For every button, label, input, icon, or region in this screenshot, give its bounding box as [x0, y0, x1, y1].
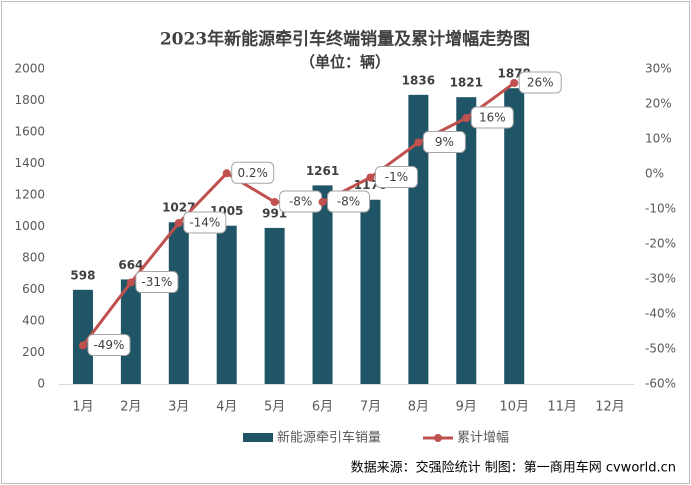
line-marker: [126, 278, 135, 287]
y2-tick-label: -50%: [645, 342, 676, 356]
x-tick-label: 5月: [264, 400, 285, 415]
bar-value-label: 1261: [306, 164, 339, 178]
x-tick-label: 12月: [595, 400, 625, 415]
line-label-box: [422, 131, 466, 153]
y-tick-label: 1600: [14, 125, 45, 139]
y-tick-label: 1200: [14, 188, 45, 202]
y-tick-label: 800: [22, 251, 45, 265]
line-label-box: [374, 166, 418, 188]
y2-tick-label: -20%: [645, 237, 676, 251]
x-tick-label: 8月: [408, 400, 429, 415]
line-marker: [318, 198, 327, 206]
y2-tick-label: -60%: [645, 377, 676, 391]
line-value-label: -8%: [337, 195, 360, 209]
x-tick-label: 10月: [499, 400, 529, 415]
line-marker: [510, 79, 519, 87]
line-label-box: [327, 190, 371, 213]
bar: [216, 225, 237, 384]
y-tick-label: 1800: [14, 93, 45, 107]
line-value-label: 9%: [435, 135, 454, 149]
line-marker: [270, 198, 279, 206]
y-tick-label: 600: [22, 282, 45, 296]
line-value-label: -8%: [289, 195, 312, 209]
y-tick-label: 2000: [14, 62, 45, 76]
x-tick-label: 2月: [120, 400, 141, 415]
bar: [72, 289, 93, 384]
bar: [504, 88, 525, 384]
legend-swatch-marker: [434, 434, 442, 442]
line-value-label: 26%: [527, 76, 554, 90]
y2-tick-label: 10%: [645, 132, 672, 146]
y2-tick-label: -40%: [645, 307, 676, 321]
line-marker: [174, 219, 183, 227]
line-marker: [366, 173, 375, 182]
y-tick-label: 1400: [14, 156, 45, 170]
x-tick-label: 11月: [547, 400, 577, 415]
x-tick-label: 9月: [456, 400, 477, 415]
bar: [120, 279, 141, 384]
y-tick-label: 200: [22, 345, 45, 359]
bar: [312, 185, 333, 384]
line-value-label: -49%: [93, 338, 124, 352]
y-tick-label: 1000: [14, 219, 45, 233]
bar: [168, 222, 189, 384]
y2-tick-label: -30%: [645, 272, 676, 286]
y2-tick-label: -10%: [645, 202, 676, 216]
line-label-box: [183, 211, 227, 234]
x-tick-label: 1月: [72, 400, 93, 415]
x-tick-label: 4月: [216, 400, 237, 415]
line-marker: [414, 138, 423, 147]
line-value-label: 16%: [479, 111, 506, 125]
bar-value-label: 1027: [162, 201, 195, 215]
legend-swatch: [243, 433, 273, 442]
line-label-box: [87, 334, 131, 356]
line-marker: [462, 114, 471, 122]
line-marker: [222, 169, 231, 178]
line-label-box: [518, 71, 562, 94]
bar: [360, 199, 381, 384]
y2-tick-label: 0%: [645, 167, 664, 181]
y2-tick-label: 20%: [645, 97, 672, 111]
bar: [264, 227, 285, 384]
x-tick-label: 6月: [312, 400, 333, 415]
line-value-label: 0.2%: [237, 166, 268, 180]
bar-value-label: 664: [118, 258, 143, 272]
line-label-box: [231, 161, 275, 184]
chart-title: 2023年新能源牵引车终端销量及累计增幅走势图: [160, 29, 530, 50]
source-note: 数据来源：交强险统计 制图：第一商用车网 cvworld.cn: [351, 460, 676, 476]
line-label-box: [470, 106, 514, 129]
bar: [456, 97, 477, 384]
y2-tick-label: 30%: [645, 62, 672, 76]
bar-value-label: 1836: [402, 73, 435, 87]
x-tick-label: 7月: [360, 400, 381, 415]
bar-value-label: 598: [70, 268, 95, 282]
line-marker: [78, 341, 87, 350]
line-value-label: -14%: [189, 216, 220, 230]
line-value-label: -1%: [385, 170, 408, 184]
legend-label: 新能源牵引车销量: [277, 430, 381, 446]
chart-subtitle: （单位：辆）: [300, 53, 390, 71]
bar-value-label: 1821: [450, 76, 483, 90]
line-label-box: [135, 271, 179, 293]
line-value-label: -31%: [141, 275, 172, 289]
x-tick-label: 3月: [168, 400, 189, 415]
y-tick-label: 0: [37, 377, 45, 391]
y-tick-label: 400: [22, 314, 45, 328]
legend-label: 累计增幅: [457, 431, 509, 446]
